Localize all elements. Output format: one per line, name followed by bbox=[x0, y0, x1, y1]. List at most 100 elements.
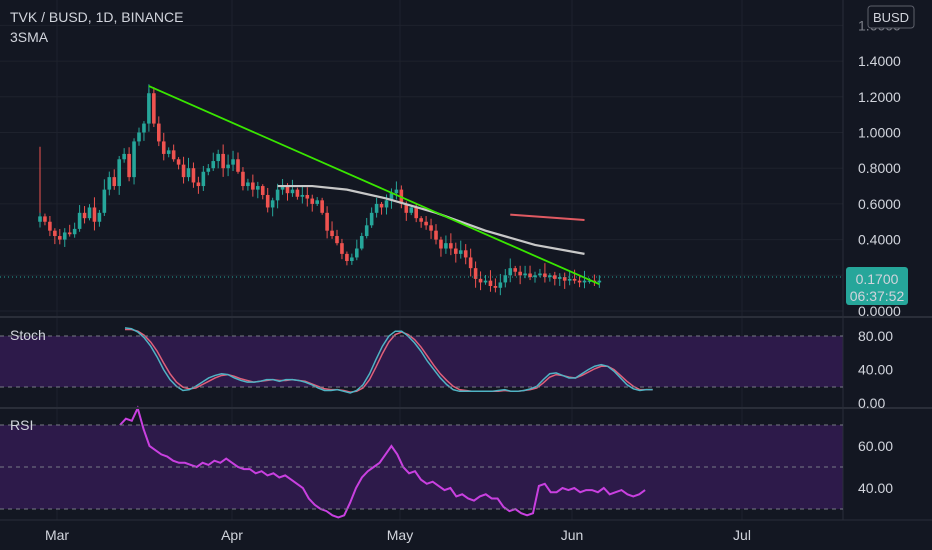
candle-body bbox=[577, 280, 582, 283]
candle-body bbox=[369, 212, 374, 226]
rsi-tick-label: 40.00 bbox=[858, 480, 893, 496]
symbol-title[interactable]: TVK / BUSD, 1D, BINANCE bbox=[10, 9, 184, 25]
candle-body bbox=[310, 198, 315, 204]
candle-body bbox=[67, 232, 72, 235]
rsi-tick-label: 60.00 bbox=[858, 438, 893, 454]
candle-body bbox=[117, 159, 121, 187]
candle-body bbox=[458, 250, 463, 254]
candle-body bbox=[181, 164, 186, 178]
sma-long-line bbox=[277, 184, 585, 255]
currency-badge[interactable] bbox=[867, 5, 915, 29]
candle-body bbox=[538, 273, 542, 276]
candle-body bbox=[201, 171, 206, 187]
stoch-pane-label: Stoch bbox=[10, 327, 46, 343]
time-tick-label: May bbox=[387, 527, 413, 543]
indicator-label[interactable]: 3SMA bbox=[10, 29, 49, 45]
price-tick-label: 0.6000 bbox=[858, 196, 901, 212]
candle-body bbox=[241, 171, 245, 187]
candle-body bbox=[359, 236, 364, 249]
candle-body bbox=[488, 280, 493, 287]
candle-body bbox=[513, 268, 517, 272]
candle-body bbox=[92, 207, 97, 222]
candle-body bbox=[434, 230, 438, 240]
candle-body bbox=[137, 132, 141, 142]
candle-body bbox=[97, 212, 102, 222]
candle-body bbox=[305, 194, 310, 199]
candle-body bbox=[142, 123, 146, 133]
candle-body bbox=[543, 273, 547, 278]
candle-body bbox=[38, 216, 42, 222]
candle-body bbox=[355, 248, 359, 258]
candle-body bbox=[587, 280, 592, 282]
candle-body bbox=[48, 221, 52, 231]
candle-body bbox=[498, 282, 503, 288]
candle-body bbox=[414, 207, 418, 219]
candle-body bbox=[424, 221, 428, 226]
candle-body bbox=[102, 189, 107, 213]
candle-body bbox=[171, 150, 176, 160]
candle-body bbox=[379, 203, 384, 208]
candle-body bbox=[256, 186, 260, 190]
candle-body bbox=[216, 153, 220, 162]
candle-body bbox=[186, 168, 191, 178]
candle-body bbox=[478, 278, 483, 283]
candle-body bbox=[404, 203, 409, 213]
rsi-line bbox=[119, 405, 646, 519]
time-tick-label: Jun bbox=[561, 527, 584, 543]
candle-body bbox=[508, 268, 513, 276]
candle-body bbox=[454, 248, 458, 254]
descending-trendline bbox=[148, 85, 600, 286]
candle-body bbox=[53, 230, 57, 237]
candle-body bbox=[246, 182, 250, 187]
price-tag bbox=[846, 267, 908, 305]
candle-body bbox=[597, 280, 602, 283]
candle-body bbox=[582, 280, 587, 283]
candle-body bbox=[528, 273, 532, 278]
stoch-band bbox=[0, 336, 843, 387]
candle-body bbox=[191, 168, 196, 183]
candle-body bbox=[82, 212, 87, 219]
candle-body bbox=[567, 278, 572, 281]
price-tick-label: 0.8000 bbox=[858, 160, 901, 176]
candle-body bbox=[503, 275, 508, 283]
candle-body bbox=[473, 268, 478, 279]
candle-body bbox=[483, 280, 488, 283]
candle-body bbox=[62, 232, 67, 240]
candle-body bbox=[444, 243, 448, 249]
candle-body bbox=[295, 189, 300, 197]
candle-body bbox=[384, 200, 389, 208]
candle-body bbox=[236, 159, 240, 172]
candlesticks bbox=[38, 84, 602, 296]
candle-body bbox=[196, 182, 201, 187]
candle-body bbox=[330, 230, 334, 237]
price-tag-value: 0.1700 bbox=[856, 271, 899, 287]
rsi-pane-label: RSI bbox=[10, 417, 33, 433]
candle-body bbox=[364, 225, 369, 237]
candle-body bbox=[221, 153, 225, 169]
candle-body bbox=[523, 273, 527, 276]
candle-body bbox=[107, 177, 112, 190]
time-tick-label: Mar bbox=[45, 527, 69, 543]
price-tick-label: 0.4000 bbox=[858, 232, 901, 248]
candle-body bbox=[325, 212, 329, 231]
stoch-tick-label: 0.00 bbox=[858, 395, 885, 411]
candle-body bbox=[157, 123, 161, 142]
candle-body bbox=[58, 236, 62, 240]
candle-body bbox=[166, 150, 171, 154]
axes: MarAprMayJunJul0.00000.20000.40000.60000… bbox=[45, 17, 901, 543]
candle-body bbox=[132, 141, 136, 178]
candle-body bbox=[290, 189, 295, 194]
price-tick-label: 1.2000 bbox=[858, 89, 901, 105]
price-tick-label: 1.4000 bbox=[858, 53, 901, 69]
candle-body bbox=[335, 236, 339, 244]
candle-body bbox=[285, 186, 290, 194]
price-tag-countdown: 06:37:52 bbox=[850, 288, 905, 304]
candle-body bbox=[226, 164, 230, 169]
candle-body bbox=[275, 189, 280, 201]
price-tick-label: 1.0000 bbox=[858, 125, 901, 141]
candle-body bbox=[374, 203, 379, 213]
candle-body bbox=[468, 257, 473, 269]
candle-body bbox=[127, 153, 131, 178]
candle-body bbox=[77, 212, 82, 229]
